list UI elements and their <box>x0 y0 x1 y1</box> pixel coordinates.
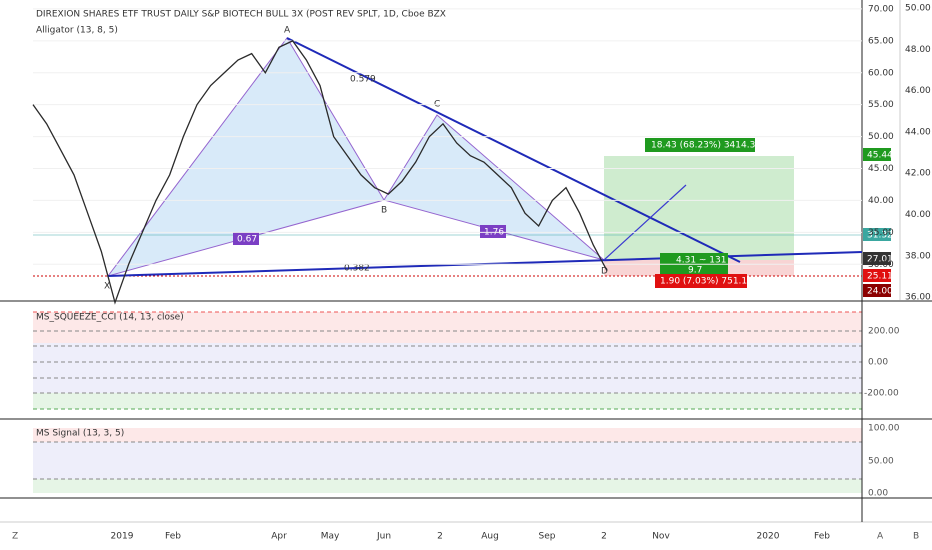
ratio: 9.7 <box>688 266 702 276</box>
y2-tick-label: 38.00 <box>905 251 931 261</box>
price-label: 45.44 <box>867 151 893 161</box>
x-tick-label: Apr <box>271 532 287 542</box>
pane-tick: -200.00 <box>864 389 899 399</box>
x-tick-label: 2020 <box>757 532 780 542</box>
y2-tick-label: 50.00 <box>905 4 931 14</box>
y-tick-label: 35.00 <box>868 228 894 238</box>
band <box>33 393 862 409</box>
trendline <box>286 37 741 263</box>
y2-tick-label: 40.00 <box>905 210 931 220</box>
x-tick-label: 2 <box>601 532 607 542</box>
price-label: 31.32 <box>867 231 893 241</box>
ratio: 0.579 <box>350 75 376 85</box>
y2-tick-label: 46.00 <box>905 86 931 96</box>
pane-tick: 0.00 <box>868 489 888 499</box>
x-tick-label: 2019 <box>111 532 134 542</box>
pane-tick: 50.00 <box>868 457 894 467</box>
price-label: 25.11 <box>867 272 893 282</box>
pane-tick: 100.00 <box>868 424 900 434</box>
band <box>33 428 862 442</box>
ratio: 0.67 <box>237 235 257 245</box>
point: A <box>284 26 291 36</box>
y-tick-label: 30.00 <box>868 260 894 270</box>
x-tick-label: Aug <box>481 532 499 542</box>
footer[interactable]: B <box>913 532 919 542</box>
y-tick-label: 60.00 <box>868 68 894 78</box>
ratio: 0.382 <box>344 264 370 274</box>
band <box>33 442 862 479</box>
indicator: Alligator (13, 8, 5) <box>36 26 118 36</box>
stop: 1.90 (7.03%) 751.1 <box>660 277 747 287</box>
y-tick-label: 50.00 <box>868 132 894 142</box>
y-tick-label: 55.00 <box>868 100 894 110</box>
y2-tick-label: 48.00 <box>905 45 931 55</box>
y2-tick-label: 44.00 <box>905 127 931 137</box>
y-tick-label: 40.00 <box>868 196 894 206</box>
projection <box>603 184 687 261</box>
x-tick-label: Jun <box>376 532 391 542</box>
x-tick-label: Feb <box>165 532 181 542</box>
price-box <box>863 284 891 297</box>
stop-box <box>655 274 747 288</box>
ratio-box <box>480 225 506 238</box>
target-box <box>645 138 755 152</box>
band <box>33 343 862 393</box>
pane-title: MS_SQUEEZE_CCI (14, 13, close) <box>36 313 184 323</box>
price-label: 27.01 <box>867 255 893 265</box>
footer[interactable]: Z <box>12 532 18 542</box>
y-tick-label: 65.00 <box>868 36 894 46</box>
x-tick-label: Nov <box>652 532 670 542</box>
title: DIREXION SHARES ETF TRUST DAILY S&P BIOT… <box>36 10 446 20</box>
band <box>33 312 862 343</box>
pane-borders <box>0 0 932 523</box>
x-tick-label: 2 <box>437 532 443 542</box>
price-box <box>863 269 891 282</box>
y2-tick-label: 42.00 <box>905 169 931 179</box>
point: B <box>381 206 387 216</box>
footer[interactable]: A <box>877 532 884 542</box>
y-tick-label: 45.00 <box>868 164 894 174</box>
x-tick-label: Feb <box>814 532 830 542</box>
y-tick-label: 70.00 <box>868 4 894 14</box>
price-box <box>863 252 891 265</box>
pane-tick: 200.00 <box>868 327 900 337</box>
x-tick-label: Sep <box>539 532 556 542</box>
pane-title: MS Signal (13, 3, 5) <box>36 429 124 439</box>
ratio-box <box>233 232 259 245</box>
y2-tick-label: 36.00 <box>905 293 931 303</box>
pane-levels <box>33 311 862 480</box>
price-box <box>863 228 891 241</box>
pane-tick: 0.00 <box>868 358 888 368</box>
price-label: 24.00 <box>867 287 893 297</box>
target: 18.43 (68.23%) 3414.33 <box>651 141 761 151</box>
band <box>33 479 862 493</box>
x-tick-label: May <box>321 532 340 542</box>
price-box <box>863 148 891 161</box>
middle: 4.31 ~ 131 <box>676 256 726 266</box>
point: X <box>104 282 110 292</box>
price-line <box>32 40 608 305</box>
point: D <box>601 267 608 277</box>
